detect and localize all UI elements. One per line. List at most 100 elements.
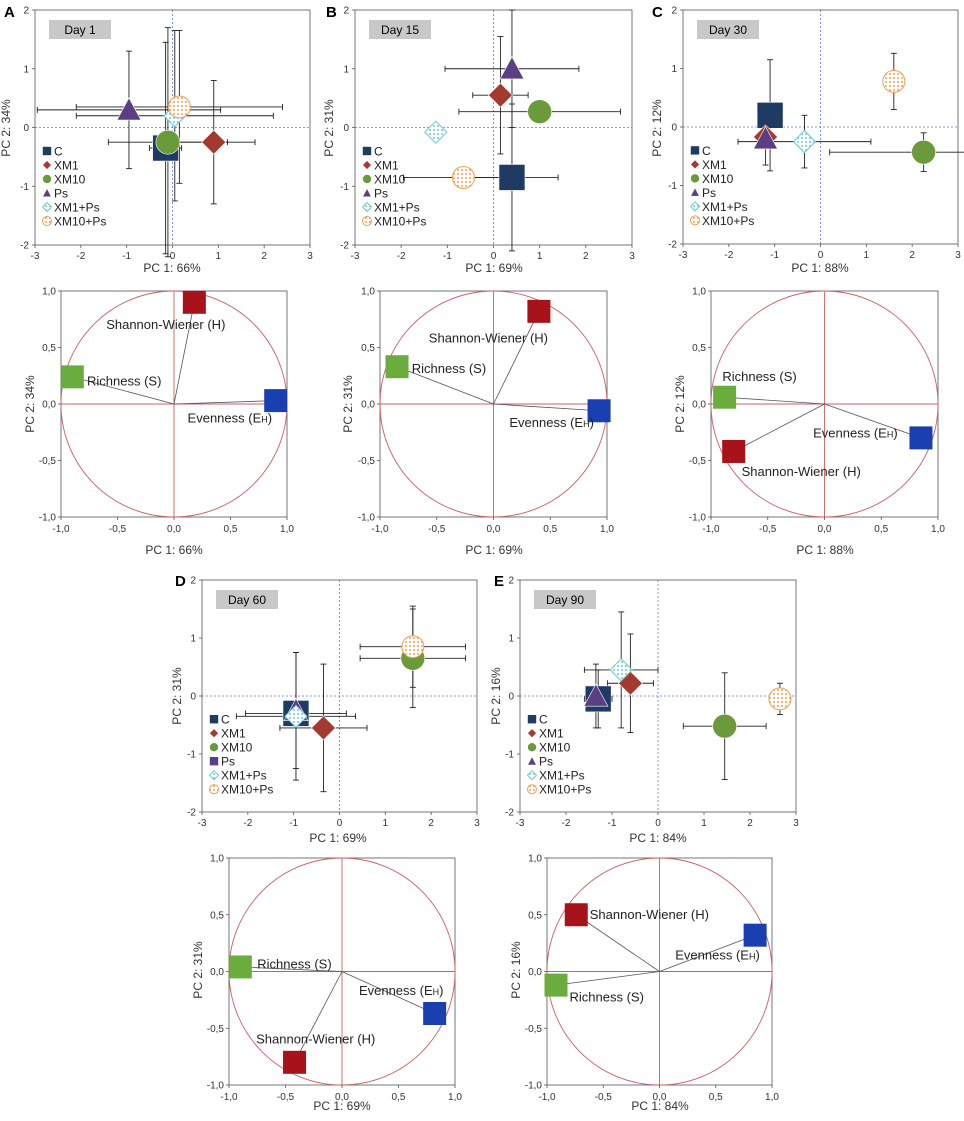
day-badge-label: Day 60: [228, 593, 266, 607]
legend-entry: Ps: [702, 186, 716, 200]
legend-entry: XM10: [374, 173, 406, 187]
vector-line-richness: [555, 971, 660, 986]
marker-XM1: [201, 129, 227, 155]
legend-entry: XM10: [54, 173, 86, 187]
legend-marker-XM1+Ps: [208, 769, 220, 781]
vector-marker-richness: [60, 365, 84, 389]
legend-marker-XM10: [527, 742, 537, 753]
x-tick-label: 1: [701, 818, 707, 829]
y-tick-label: -1: [668, 181, 677, 192]
y-tick-label: 0,0: [210, 967, 224, 978]
day-badge-label: Day 15: [381, 23, 419, 37]
vector-label-subscript: H: [887, 429, 894, 439]
x-tick-label: 0,0: [335, 1092, 349, 1103]
vector-line-shannon: [733, 403, 825, 452]
y-tick-label: 0: [190, 692, 196, 703]
y-tick-label: 2: [508, 576, 514, 587]
legend-entry: Ps: [221, 755, 235, 769]
y-tick-label: 0,0: [692, 400, 706, 411]
legend-marker-Ps: [689, 187, 701, 197]
y-tick-label: 0: [343, 123, 349, 134]
x-tick-label: -0,5: [428, 524, 446, 535]
y-tick-label: -1: [187, 750, 196, 761]
y-tick-label: 0: [508, 692, 514, 703]
vector-label-close: ): [755, 948, 759, 963]
x-tick-label: 0,5: [709, 1092, 723, 1103]
legend-marker-XM1+Ps: [41, 201, 53, 213]
x-tick-label: -2: [397, 251, 406, 262]
marker-XM10: [527, 99, 552, 124]
day-badge: [216, 590, 278, 609]
x-tick-label: -1: [770, 250, 779, 261]
y-tick-label: 0,5: [42, 343, 56, 354]
legend-marker-XM10: [690, 173, 700, 184]
vector-marker-evenness: [587, 399, 611, 423]
x-tick-label: -1,0: [371, 524, 389, 535]
x-tick-label: 0,0: [487, 524, 501, 535]
marker-XM10+Ps: [882, 69, 906, 93]
legend-entry: C: [221, 713, 230, 727]
vector-label-richness: Richness (S): [412, 361, 486, 376]
marker-XM10+Ps: [167, 95, 191, 119]
legend-entry: XM10+Ps: [702, 214, 754, 228]
legend-marker-XM1+Ps: [361, 201, 373, 213]
day-badge-label: Day 30: [709, 23, 747, 37]
day-badge: [697, 20, 759, 39]
y-tick-label: -1,0: [39, 513, 57, 524]
y-axis-label: PC 2: 31%: [322, 99, 336, 157]
legend-marker-C: [362, 146, 372, 156]
x-tick-label: -1,0: [538, 1092, 556, 1103]
legend-entry: XM1+Ps: [221, 769, 267, 783]
vector-marker-richness: [713, 385, 737, 409]
legend-marker-XM10: [362, 174, 372, 184]
marker-Ps: [499, 56, 525, 80]
y-tick-label: 1: [343, 64, 349, 75]
day-badge-label: Day 1: [64, 23, 96, 37]
vector-line-evenness: [824, 403, 922, 439]
x-tick-label: 0,0: [653, 1092, 667, 1103]
x-axis-label: PC 1: 69%: [465, 261, 523, 275]
vector-marker-shannon: [527, 299, 551, 323]
x-axis-label: PC 1: 69%: [309, 831, 367, 845]
x-tick-label: 2: [261, 251, 267, 262]
vector-label-close: ): [268, 411, 272, 426]
x-tick-label: 0: [655, 818, 661, 829]
legend-entry: Ps: [374, 187, 388, 201]
vector-marker-richness: [544, 973, 568, 997]
y-tick-label: 1,0: [692, 287, 706, 298]
vector-marker-shannon: [722, 439, 746, 463]
x-tick-label: -1: [443, 251, 452, 262]
x-tick-label: -0,5: [595, 1092, 613, 1103]
y-tick-label: -2: [505, 808, 514, 819]
legend-marker-XM1+Ps: [689, 201, 701, 212]
x-tick-label: 1,0: [765, 1092, 779, 1103]
y-tick-label: 0,5: [361, 343, 375, 354]
y-tick-label: -1,0: [689, 513, 707, 524]
y-axis-label: PC 2: 34%: [23, 375, 37, 433]
x-tick-label: -2: [724, 250, 733, 261]
x-tick-label: 3: [955, 250, 961, 261]
legend-entry: XM10+Ps: [539, 783, 591, 797]
x-tick-label: -3: [679, 250, 688, 261]
y-axis-label: PC 2: 31%: [341, 375, 355, 433]
panel-letter: E: [494, 573, 504, 590]
legend-marker-XM1: [209, 728, 219, 739]
x-tick-label: -1: [608, 818, 617, 829]
x-tick-label: 2: [747, 818, 753, 829]
legend-entry: Ps: [539, 755, 553, 769]
x-tick-label: 0,5: [543, 524, 557, 535]
legend-marker-Ps: [41, 187, 53, 198]
y-axis-label: PC 2: 31%: [170, 667, 184, 725]
vector-marker-evenness: [264, 389, 288, 413]
x-axis-label: PC 1: 88%: [791, 261, 849, 275]
x-tick-label: 1,0: [280, 524, 294, 535]
marker-XM1+Ps: [792, 129, 817, 154]
y-tick-label: 1,0: [361, 287, 375, 298]
vector-line-evenness: [173, 400, 276, 405]
legend-marker-Ps: [209, 756, 219, 767]
x-tick-label: 1: [216, 251, 222, 262]
